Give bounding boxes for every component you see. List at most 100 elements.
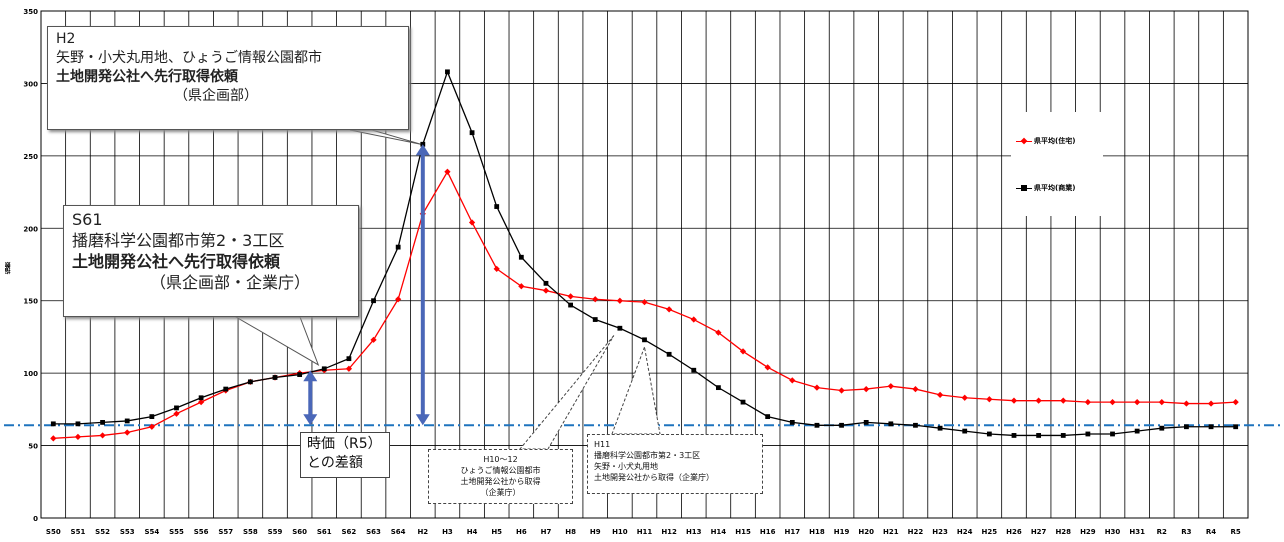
data-point-commercial [1159, 425, 1165, 431]
difference-label-line1: 時価（R5） [307, 436, 382, 452]
data-point-commercial [765, 414, 771, 419]
data-point-commercial [863, 419, 869, 425]
data-point-commercial [1208, 424, 1214, 430]
data-point-commercial [1233, 424, 1239, 430]
data-point-residential [1183, 400, 1190, 407]
callout-h2-line4: （県企画部） [174, 88, 258, 104]
data-point-commercial [839, 422, 844, 428]
callout-s61-line2: 播磨科学公園都市第2・3工区 [72, 231, 285, 250]
x-tick-label: H28 [1055, 528, 1071, 536]
data-point-commercial [789, 419, 795, 425]
x-tick-label: S52 [95, 528, 110, 536]
data-point-commercial [445, 69, 450, 75]
data-point-residential [666, 306, 673, 313]
x-tick-label: H20 [858, 528, 874, 536]
data-point-residential [1010, 397, 1018, 404]
x-tick-label: S50 [46, 528, 61, 536]
data-point-commercial [1011, 433, 1017, 438]
x-axis-ticks: S50 S51 S52 S53 S54 S55 S56 S57 S58 S59 S60 S61 S62 S… [46, 528, 1241, 536]
note-h11-line1: H11 [594, 440, 611, 449]
callout-s61-line3: 土地開発公社へ先行取得依頼 [72, 252, 281, 271]
diff-arrow-head-bottom [415, 414, 430, 426]
y-axis-ticks: 0 50 100 150 200 250 300 350 [23, 8, 38, 523]
callout-s61-line4: （県企画部・企業庁） [150, 273, 311, 292]
note-h10: H10～12 ひょうご情報公園都市 土地開発公社から取得 （企業庁） [428, 449, 573, 504]
data-point-commercial [962, 428, 968, 434]
data-point-commercial [1060, 433, 1066, 438]
data-point-commercial [272, 375, 278, 380]
x-tick-label: S55 [169, 528, 184, 536]
data-point-commercial [321, 366, 327, 372]
legend-swatch-residential [1016, 137, 1032, 145]
x-tick-label: H3 [442, 528, 453, 536]
x-tick-label: H15 [735, 528, 751, 536]
data-point-commercial [371, 298, 376, 304]
y-tick-label: 0 [33, 515, 38, 523]
data-point-residential [1084, 399, 1091, 406]
callout-h2: H2 矢野・小犬丸用地、ひょうご情報公園都市 土地開発公社へ先行取得依頼 （県企… [47, 26, 409, 130]
diff-arrow-s61 [303, 370, 318, 426]
data-point-commercial [494, 204, 500, 209]
data-point-commercial [1085, 431, 1091, 437]
callout-s61-pointer [234, 316, 320, 366]
data-point-residential [542, 287, 550, 294]
data-point-commercial [1036, 433, 1042, 438]
data-point-commercial [469, 130, 475, 136]
x-tick-label: S63 [366, 528, 381, 536]
y-tick-label: 350 [23, 8, 38, 16]
data-point-commercial [346, 356, 352, 362]
x-tick-label: H23 [932, 528, 948, 536]
data-point-commercial [740, 399, 746, 405]
x-tick-label: S57 [218, 528, 233, 536]
note-h11-line3: 矢野・小犬丸用地 [594, 462, 658, 471]
data-point-commercial [100, 419, 105, 425]
data-point-commercial [814, 422, 820, 428]
x-tick-label: H16 [760, 528, 776, 536]
data-point-residential [493, 265, 500, 272]
data-point-residential [1158, 399, 1165, 406]
x-tick-label: H30 [1105, 528, 1121, 536]
data-point-residential [173, 410, 180, 417]
x-tick-label: R2 [1157, 528, 1167, 536]
x-tick-label: H9 [590, 528, 601, 536]
x-tick-label: H24 [957, 528, 973, 536]
data-point-residential [887, 383, 894, 390]
data-point-commercial [518, 254, 524, 260]
legend-item-residential: 県平均(住宅) [1016, 136, 1075, 146]
callout-h2-line3: 土地開発公社へ先行取得依頼 [56, 69, 238, 85]
note-h11-line4: 土地開発公社から取得（企業庁） [594, 473, 714, 482]
x-tick-label: H11 [637, 528, 653, 536]
data-point-residential [1134, 399, 1141, 406]
callout-h2-line2: 矢野・小犬丸用地、ひょうご情報公園都市 [56, 50, 322, 66]
legend-item-commercial: 県平均(商業) [1016, 183, 1075, 193]
x-tick-label: H7 [541, 528, 552, 536]
x-tick-label: S61 [317, 528, 332, 536]
data-point-residential [567, 293, 574, 300]
x-tick-label: H22 [908, 528, 924, 536]
x-tick-label: H29 [1080, 528, 1096, 536]
note-h11-line2: 播磨科学公園都市第2・3工区 [594, 451, 701, 460]
y-tick-label: 150 [23, 298, 38, 306]
x-tick-label: H17 [784, 528, 800, 536]
data-point-commercial [913, 422, 918, 428]
data-point-commercial [617, 325, 623, 331]
x-tick-label: H12 [661, 528, 677, 536]
x-tick-label: S64 [391, 528, 406, 536]
x-tick-label: S51 [71, 528, 86, 536]
data-point-commercial [888, 421, 894, 427]
note-h10-line2: ひょうご情報公園都市 [460, 466, 541, 475]
x-tick-label: S58 [243, 528, 258, 536]
legend-label-commercial: 県平均(商業) [1034, 184, 1076, 192]
data-point-commercial [568, 302, 574, 308]
x-tick-label: H13 [686, 528, 702, 536]
x-tick-label: S60 [292, 528, 307, 536]
x-tick-label: R4 [1206, 528, 1216, 536]
x-tick-label: H2 [417, 528, 428, 536]
data-point-commercial [986, 431, 992, 437]
x-tick-label: H6 [516, 528, 527, 536]
callout-h2-pointer [349, 129, 421, 145]
data-point-commercial [247, 379, 253, 385]
data-point-commercial [297, 372, 303, 377]
x-tick-label: H19 [834, 528, 850, 536]
x-tick-label: H26 [1006, 528, 1022, 536]
